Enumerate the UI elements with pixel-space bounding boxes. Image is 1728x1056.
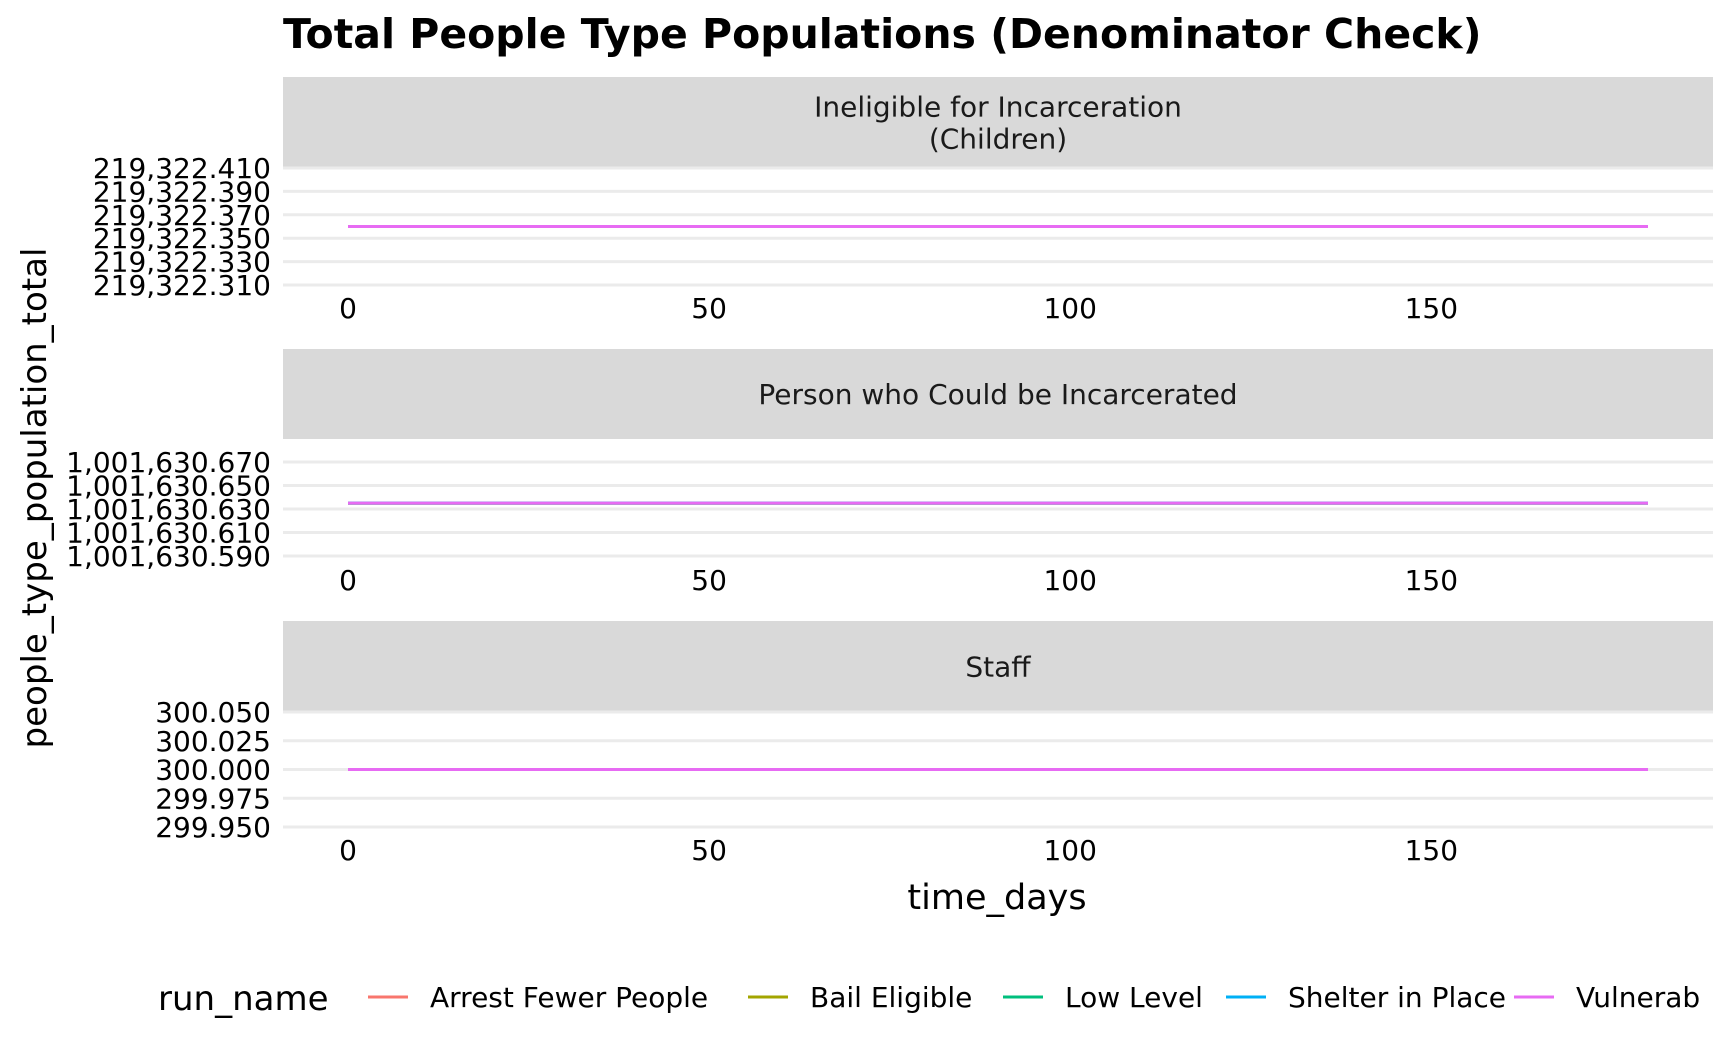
x-tick-label: 50 — [691, 564, 727, 597]
facet-strip-label: (Children) — [929, 123, 1067, 156]
legend-entry-label: Bail Eligible — [810, 981, 972, 1014]
legend-entry-label: Arrest Fewer People — [430, 981, 708, 1014]
facet-panels: Ineligible for Incarceration(Children) 21… — [66, 77, 1713, 867]
y-tick-label: 219,322.370 — [93, 199, 271, 232]
facet-strip-label: Staff — [965, 651, 1031, 684]
y-tick-label: 1,001,630.630 — [66, 493, 271, 526]
facet-panel: Person who Could be Incarcerated 1,001,63… — [66, 349, 1713, 597]
x-tick-label: 100 — [1043, 564, 1096, 597]
legend-entry-label: Vulnerab — [1576, 981, 1700, 1014]
facet-strip-label: Person who Could be Incarcerated — [758, 378, 1237, 411]
legend-entry-label: Shelter in Place — [1288, 981, 1506, 1014]
y-tick-label: 219,322.350 — [93, 222, 271, 255]
legend-title: run_name — [158, 979, 329, 1019]
legend: run_name Arrest Fewer People Bail Eligibl… — [158, 979, 1700, 1019]
y-tick-label: 219,322.410 — [93, 152, 271, 185]
x-tick-label: 150 — [1405, 834, 1458, 867]
x-tick-label: 0 — [339, 834, 357, 867]
y-tick-label: 300.050 — [155, 696, 271, 729]
x-tick-label: 150 — [1405, 564, 1458, 597]
facet-panel: Ineligible for Incarceration(Children) 21… — [93, 77, 1713, 325]
x-tick-label: 0 — [339, 292, 357, 325]
chart-title: Total People Type Populations (Denominat… — [283, 10, 1481, 58]
x-tick-label: 100 — [1043, 292, 1096, 325]
facet-panel: Staff 299.950299.975300.000300.025300.050… — [155, 621, 1713, 867]
x-tick-label: 50 — [691, 834, 727, 867]
facet-strip — [283, 621, 1713, 712]
x-tick-label: 50 — [691, 292, 727, 325]
y-tick-label: 219,322.390 — [93, 175, 271, 208]
x-tick-label: 100 — [1043, 834, 1096, 867]
y-tick-label: 1,001,630.670 — [66, 446, 271, 479]
y-tick-label: 1,001,630.610 — [66, 517, 271, 550]
legend-entry-label: Low Level — [1065, 981, 1203, 1014]
x-axis-label: time_days — [907, 878, 1086, 918]
y-tick-label: 299.950 — [155, 811, 271, 844]
y-tick-label: 1,001,630.590 — [66, 540, 271, 573]
facet-strip — [283, 77, 1713, 168]
facet-strip-label: Ineligible for Incarceration — [814, 91, 1182, 124]
y-tick-label: 300.000 — [155, 754, 271, 787]
x-tick-label: 0 — [339, 564, 357, 597]
y-tick-label: 299.975 — [155, 782, 271, 815]
y-tick-label: 1,001,630.650 — [66, 470, 271, 503]
y-axis-label: people_type_population_total — [15, 248, 55, 749]
y-tick-label: 300.025 — [155, 725, 271, 758]
y-tick-label: 219,322.310 — [93, 269, 271, 302]
y-tick-label: 219,322.330 — [93, 246, 271, 279]
facet-strip — [283, 349, 1713, 439]
x-tick-label: 150 — [1405, 292, 1458, 325]
